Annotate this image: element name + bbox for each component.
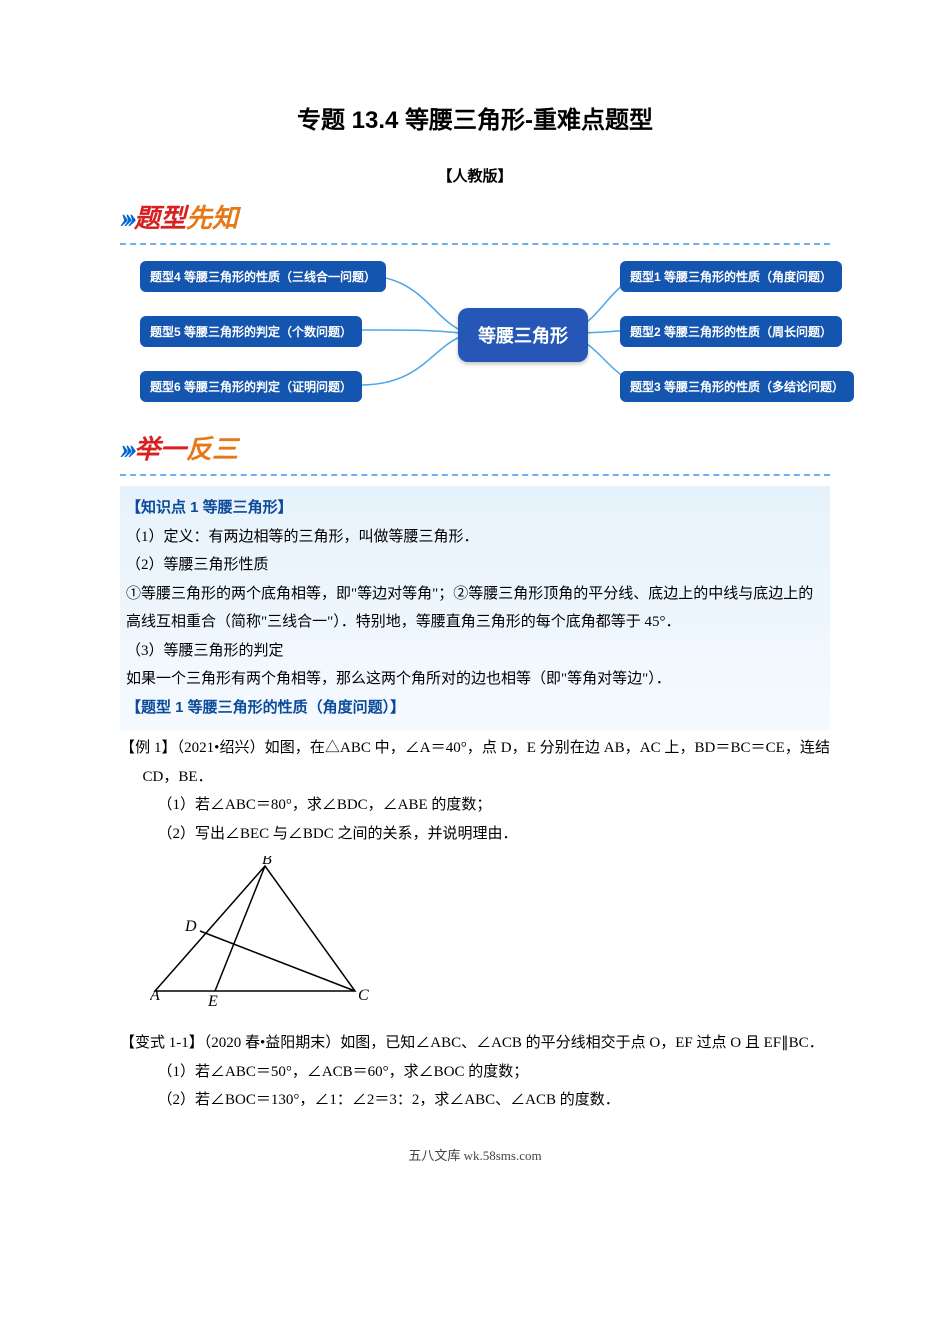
knowledge-p3: ①等腰三角形的两个底角相等，即"等边对等角"；②等腰三角形顶角的平分线、底边上的… [126, 580, 824, 637]
svg-text:C: C [358, 987, 369, 1004]
variant-1-1: 【变式 1-1】（2020 春•益阳期末）如图，已知∠ABC、∠ACB 的平分线… [120, 1029, 830, 1115]
knowledge-p5: 如果一个三角形有两个角相等，那么这两个角所对的边也相等（即"等角对等边"）． [126, 665, 824, 694]
divider [120, 474, 830, 476]
variant-1-1-q2: （2）若∠BOC＝130°，∠1：∠2＝3：2，求∠ABC、∠ACB 的度数． [120, 1086, 830, 1115]
svg-text:D: D [184, 918, 197, 935]
arrows-icon: ››› [120, 432, 132, 465]
mindmap-center: 等腰三角形 [458, 308, 588, 362]
knowledge-p2: （2）等腰三角形性质 [126, 551, 824, 580]
variant-1-1-q1: （1）若∠ABC＝50°，∠ACB＝60°，求∠BOC 的度数； [120, 1058, 830, 1087]
mindmap-right-0: 题型1 等腰三角形的性质（角度问题） [620, 261, 842, 292]
mindmap: 等腰三角形 题型4 等腰三角形的性质（三线合一问题） 题型5 等腰三角形的判定（… [120, 255, 830, 415]
example-1-q1: （1）若∠ABC＝80°，求∠BDC，∠ABE 的度数； [120, 791, 830, 820]
mindmap-right-2: 题型3 等腰三角形的性质（多结论问题） [620, 371, 854, 402]
svg-text:A: A [150, 987, 160, 1004]
triangle-figure: A B C D E [150, 856, 830, 1011]
page-title: 专题 13.4 等腰三角形-重难点题型 [120, 100, 830, 135]
arrows-icon: ››› [120, 201, 132, 234]
mindmap-left-2: 题型6 等腰三角形的判定（证明问题） [140, 371, 362, 402]
section-header-2: ›››举一反三 [120, 425, 830, 470]
svg-text:E: E [207, 993, 218, 1006]
variant-1-1-head: 【变式 1-1】（2020 春•益阳期末）如图，已知∠ABC、∠ACB 的平分线… [120, 1029, 830, 1058]
example-1: 【例 1】（2021•绍兴）如图，在△ABC 中，∠A＝40°，点 D，E 分别… [120, 734, 830, 848]
mindmap-left-1: 题型5 等腰三角形的判定（个数问题） [140, 316, 362, 347]
type-header: 【题型 1 等腰三角形的性质（角度问题）】 [126, 694, 824, 723]
mindmap-right-1: 题型2 等腰三角形的性质（周长问题） [620, 316, 842, 347]
knowledge-p4: （3）等腰三角形的判定 [126, 637, 824, 666]
example-1-q2: （2）写出∠BEC 与∠BDC 之间的关系，并说明理由． [120, 820, 830, 849]
divider [120, 243, 830, 245]
example-1-head: 【例 1】（2021•绍兴）如图，在△ABC 中，∠A＝40°，点 D，E 分别… [120, 734, 830, 791]
footer: 五八文库 wk.58sms.com [120, 1145, 830, 1164]
mindmap-left-0: 题型4 等腰三角形的性质（三线合一问题） [140, 261, 386, 292]
knowledge-p1: （1）定义：有两边相等的三角形，叫做等腰三角形． [126, 523, 824, 552]
svg-text:B: B [262, 856, 272, 868]
knowledge-block: 【知识点 1 等腰三角形】 （1）定义：有两边相等的三角形，叫做等腰三角形． （… [120, 486, 830, 730]
subtitle: 【人教版】 [120, 165, 830, 186]
section-header-1: ›››题型先知 [120, 194, 830, 239]
knowledge-header: 【知识点 1 等腰三角形】 [126, 494, 824, 523]
